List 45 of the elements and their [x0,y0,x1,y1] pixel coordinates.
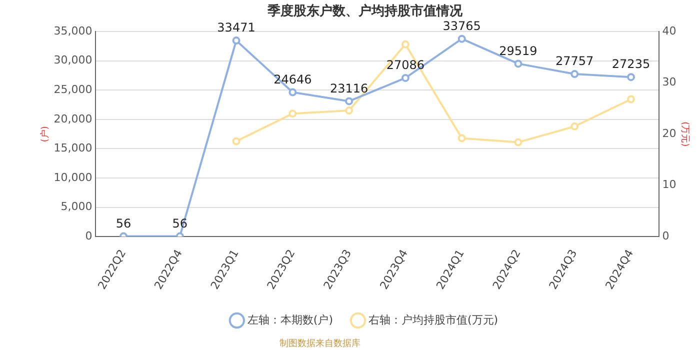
point [232,137,240,146]
point [232,36,240,45]
y2-tick-label: 40 [662,24,676,38]
y-tick-label: 0 [85,229,92,242]
y2-tick-label: 30 [662,76,676,89]
data-label: 27235 [612,57,650,72]
point [345,97,354,106]
point [401,74,410,82]
point [345,106,354,115]
legend-label: 右轴：户均持股市值(万元) [368,313,498,326]
point [458,34,466,43]
y2-axis-title: (万元) [679,122,690,147]
point [627,73,636,82]
y-tick-label: 35,000 [54,24,92,38]
y2-tick-label: 20 [662,126,676,140]
legend-label: 左轴：本期数(户) [247,313,334,326]
y-tick-label: 10,000 [54,170,92,184]
data-label: 27757 [556,54,594,68]
data-label: 56 [116,216,132,230]
chart-title: 季度股东户数、户均持股市值情况 [266,3,464,20]
y2-tick-label: 0 [662,229,670,242]
y-tick-label: 20,000 [54,112,92,126]
data-label: 29519 [499,44,538,58]
y-tick-label: 25,000 [54,83,92,96]
data-label: 56 [172,216,188,230]
point [458,134,466,142]
data-label: 33765 [442,18,481,33]
data-label: 27086 [386,58,425,72]
point [570,70,579,78]
y-axis-title: (户) [40,126,51,142]
text: 制图数据来自数据库 [280,338,360,349]
y-tick-label: 15,000 [54,142,92,155]
data-label: 23116 [330,81,368,96]
point [514,138,522,146]
data-label: 33471 [217,20,256,35]
point [570,122,579,130]
y-tick-label: 30,000 [54,54,92,67]
y-tick-label: 5,000 [60,200,92,214]
point [627,95,636,104]
point [401,40,410,48]
y2-tick-label: 10 [662,178,676,192]
point [514,60,522,68]
point [288,110,297,118]
point [288,88,297,96]
data-label: 24646 [274,72,312,86]
